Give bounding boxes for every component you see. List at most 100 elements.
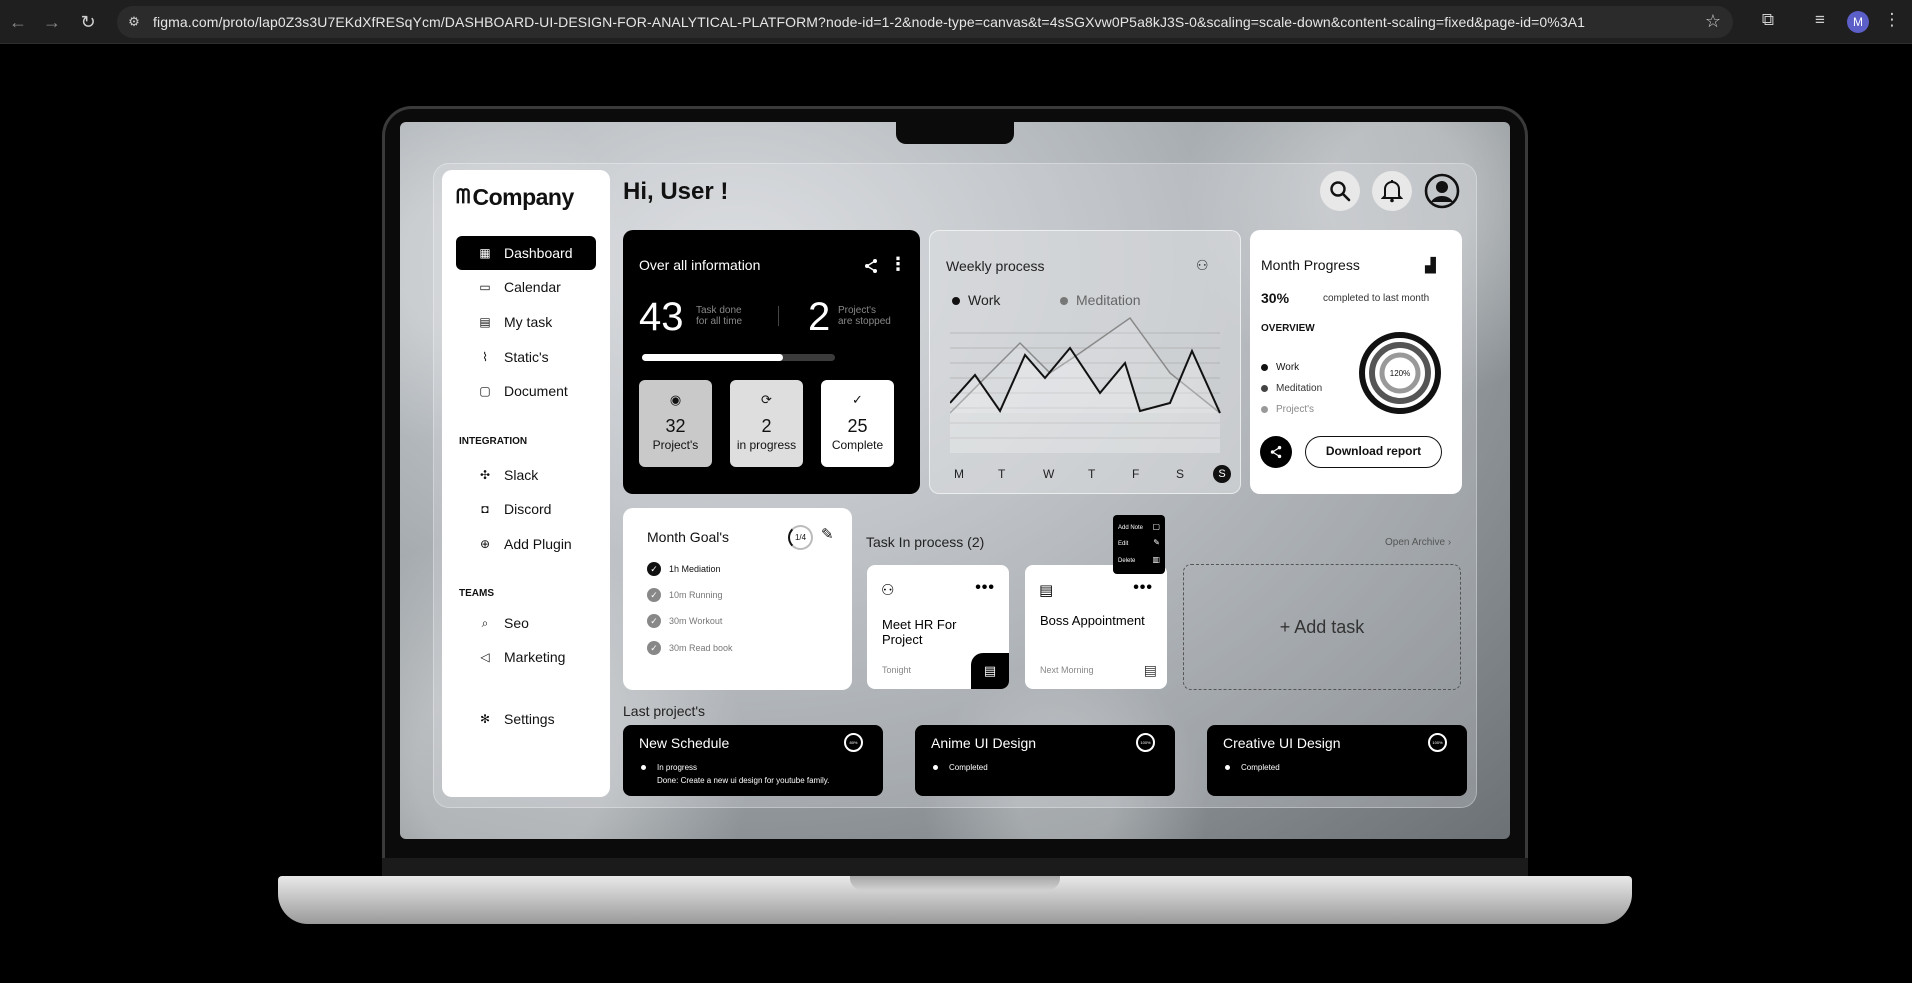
goal-item[interactable]: ✓ 1h Mediation	[647, 562, 721, 576]
goal-item[interactable]: ✓ 30m Workout	[647, 614, 722, 628]
stat-label: in progress	[736, 438, 797, 452]
legend-label: Project's	[1276, 404, 1315, 415]
sidebar-item-label: Document	[504, 383, 568, 399]
month-percent: 30%	[1261, 290, 1290, 306]
project-name: Creative UI Design	[1223, 735, 1341, 751]
bookmark-star-icon[interactable]: ☆	[1704, 11, 1721, 31]
sidebar-item-add-plugin[interactable]: ⊕ Add Plugin	[456, 527, 596, 561]
project-progress-ring: 80%	[844, 733, 863, 752]
task-card[interactable]: ▤ ••• Boss Appointment Next Morning ▤	[1025, 565, 1167, 689]
logo-text: Company	[472, 184, 574, 210]
project-status: Completed	[1241, 763, 1280, 772]
sidebar-item-calendar[interactable]: ▭ Calendar	[456, 270, 596, 304]
goal-item[interactable]: ✓ 30m Read book	[647, 641, 733, 655]
day-label: T	[998, 467, 1006, 481]
sidebar-item-document[interactable]: ▢ Document	[456, 374, 596, 408]
url-text[interactable]: figma.com/proto/lap0Z3s3U7EKdXfRESqYcm/D…	[153, 14, 1586, 30]
share-icon[interactable]	[863, 258, 879, 274]
address-bar[interactable]: ⚙ figma.com/proto/lap0Z3s3U7EKdXfRESqYcm…	[117, 6, 1733, 38]
month-progress-card: Month Progress ▟ 30% completed to last m…	[1250, 230, 1462, 494]
progress-arrow-icon: ⟳	[761, 392, 772, 407]
notifications-button[interactable]	[1372, 171, 1412, 211]
overview-ring-chart: 120%	[1359, 332, 1441, 414]
sidebar-item-settings[interactable]: ✻ Settings	[456, 702, 596, 736]
sidebar-item-label: Calendar	[504, 279, 561, 295]
sidebar-item-my-task[interactable]: ▤ My task	[456, 305, 596, 339]
open-archive-link[interactable]: Open Archive ›	[1385, 537, 1452, 548]
plus-circle-icon: ⊕	[479, 537, 491, 551]
reload-icon[interactable]: ↻	[80, 12, 96, 32]
more-horizontal-icon[interactable]: •••	[975, 579, 995, 596]
task-card[interactable]: ⚇ ••• Meet HR For Project Tonight ▤	[867, 565, 1009, 689]
sidebar-item-label: Seo	[504, 615, 529, 631]
search-button[interactable]	[1320, 171, 1360, 211]
extensions-icon[interactable]: ⧉	[1761, 10, 1775, 29]
stat-value: 25	[847, 416, 868, 436]
people-settings-icon[interactable]: ⚇	[1196, 257, 1209, 273]
download-report-button[interactable]: Download report	[1305, 436, 1442, 468]
profile-avatar[interactable]: M	[1847, 11, 1869, 33]
edit-pencil-icon[interactable]: ✎	[821, 526, 834, 543]
check-circle-icon: ✓	[852, 392, 863, 407]
project-card[interactable]: Creative UI Design 100% Completed	[1207, 725, 1467, 796]
stat-label: Complete	[831, 438, 884, 452]
card-action-icon[interactable]: ▤	[971, 653, 1009, 689]
projects-stopped-value: 2	[808, 295, 831, 339]
megaphone-icon: ◁	[480, 650, 490, 664]
task-time: Next Morning	[1040, 665, 1094, 675]
sidebar-item-seo[interactable]: ⌕ Seo	[456, 606, 596, 640]
day-label: F	[1132, 467, 1140, 481]
page-title: Hi, User !	[623, 178, 729, 205]
card-title: Month Progress	[1261, 257, 1360, 273]
context-add-note[interactable]: Add Note	[1118, 525, 1144, 531]
document-icon: ▢	[479, 384, 491, 398]
sidebar-item-slack[interactable]: ✣ Slack	[456, 458, 596, 492]
user-avatar-icon	[1424, 173, 1460, 209]
project-name: Anime UI Design	[931, 735, 1037, 751]
sidebar-item-dashboard[interactable]: ▦ Dashboard	[456, 236, 596, 270]
project-card[interactable]: Anime UI Design 100% Completed	[915, 725, 1175, 796]
share-report-button[interactable]	[1260, 436, 1292, 468]
document-icon: ▤	[1039, 582, 1054, 599]
goal-label: 1h Mediation	[669, 564, 721, 574]
more-vertical-icon[interactable]: ⋮	[889, 254, 907, 274]
card-action-icon[interactable]: ▤	[1143, 662, 1157, 678]
sidebar	[442, 170, 610, 797]
project-progress-ring: 100%	[1136, 733, 1155, 752]
menu-icon[interactable]: ⋮	[1883, 10, 1901, 29]
pencil-icon: ✎	[1153, 538, 1160, 547]
work-line	[950, 346, 1221, 414]
sidebar-item-discord[interactable]: ◘ Discord	[456, 492, 596, 526]
more-horizontal-icon[interactable]: •••	[1133, 579, 1153, 596]
profile-button[interactable]	[1422, 171, 1462, 211]
stat-in-progress[interactable]: ⟳ 2 in progress	[730, 380, 803, 467]
stat-projects[interactable]: ◉ 32 Project's	[639, 380, 712, 467]
calendar-icon: ▭	[479, 280, 491, 294]
legend-work: Work	[1261, 362, 1299, 373]
sidebar-item-label: Marketing	[504, 649, 566, 665]
forward-icon[interactable]: →	[43, 12, 61, 32]
site-info-icon[interactable]: ⚙	[128, 14, 140, 29]
sidebar-item-statics[interactable]: ⌇ Static's	[456, 340, 596, 374]
card-title: Weekly process	[946, 258, 1045, 274]
goal-item[interactable]: ✓ 10m Running	[647, 588, 723, 602]
signal-chart-icon[interactable]: ▟	[1425, 257, 1436, 273]
legend-projects: Project's	[1261, 404, 1314, 415]
stat-complete[interactable]: ✓ 25 Complete	[821, 380, 894, 467]
sidebar-item-label: Add Plugin	[504, 536, 572, 552]
context-delete[interactable]: Delete	[1118, 558, 1136, 564]
legend-label: Work	[1276, 362, 1300, 373]
back-icon[interactable]: ←	[9, 12, 27, 32]
shield-check-icon: ✓	[647, 588, 661, 602]
sidebar-item-marketing[interactable]: ◁ Marketing	[456, 640, 596, 674]
context-edit[interactable]: Edit	[1118, 541, 1129, 547]
task-name: Meet HR For Project	[882, 617, 957, 647]
company-logo[interactable]: ᗰ Company	[456, 184, 574, 211]
add-task-button[interactable]: + Add task	[1183, 564, 1461, 690]
note-icon: ▢	[1152, 522, 1160, 531]
project-card[interactable]: New Schedule 80% In progress Done: Creat…	[623, 725, 883, 796]
target-icon: ◉	[669, 392, 682, 407]
status-dot	[1225, 765, 1230, 770]
day-label-selected[interactable]: S	[1213, 465, 1231, 483]
media-icon[interactable]: ≡	[1815, 10, 1825, 29]
